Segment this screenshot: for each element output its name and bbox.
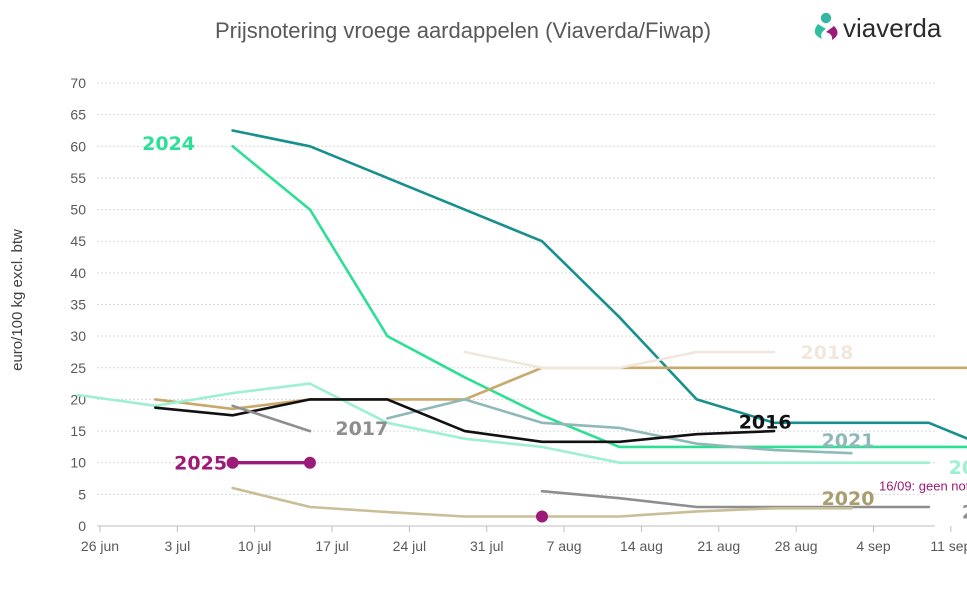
- x-tick-labels: 26 jun 3 jul 10 jul 17 jul 24 jul 31 jul 7 aug…: [81, 526, 967, 554]
- x-tick-label: 14 aug: [620, 538, 663, 554]
- y-tick-label: 0: [78, 518, 86, 534]
- x-tick-label: 17 jul: [315, 538, 348, 554]
- x-tick-label: 21 aug: [697, 538, 740, 554]
- y-tick-label: 45: [70, 233, 86, 249]
- viaverda-logo: viaverda: [814, 12, 942, 43]
- y-tick-label: 10: [70, 455, 86, 471]
- data-point-s2025b: [536, 510, 548, 523]
- x-tick-label: 3 jul: [165, 538, 191, 554]
- x-tick-label: 10 jul: [238, 538, 271, 554]
- series-line-s2023: [231, 129, 967, 440]
- series-label-2019: 2019: [949, 457, 967, 479]
- series-line-s2018: [463, 350, 776, 370]
- y-tick-label: 55: [70, 170, 86, 186]
- series-label-2021: 2021: [822, 430, 875, 452]
- series-line-s2017a: [231, 404, 312, 433]
- x-tick-label: 7 aug: [547, 538, 582, 554]
- y-tick-label: 5: [78, 486, 86, 502]
- viaverda-logo-icon: [814, 12, 838, 40]
- y-tick-label: 25: [70, 360, 86, 376]
- x-tick-label: 28 aug: [775, 538, 818, 554]
- y-axis-label: euro/100 kg excl. btw: [9, 229, 26, 371]
- x-tick-label: 24 jul: [393, 538, 426, 554]
- y-tick-label: 35: [70, 297, 86, 313]
- data-point-s2025: [303, 456, 316, 469]
- series-line-s2016: [154, 398, 776, 444]
- series-lines: [76, 129, 967, 523]
- y-tick-label: 40: [70, 265, 86, 281]
- series-label-2024: 2024: [142, 133, 195, 155]
- series-label-2018: 2018: [801, 342, 854, 364]
- x-tick-label: 31 jul: [470, 538, 503, 554]
- x-tick-label: 11 sep: [930, 538, 967, 554]
- series-label-2020: 2020: [822, 488, 875, 510]
- series-line-s2024: [231, 145, 967, 449]
- y-tick-label: 30: [70, 328, 86, 344]
- series-label-2025: 2025: [174, 453, 227, 475]
- x-tick-label: 4 sep: [856, 538, 890, 554]
- y-tick-label: 50: [70, 202, 86, 218]
- chart-title: Prijsnotering vroege aardappelen (Viaver…: [215, 18, 711, 43]
- series-line-s2019: [76, 382, 931, 464]
- y-tick-label: 15: [70, 423, 86, 439]
- data-point-s2025: [226, 456, 239, 469]
- y-tick-label: 60: [70, 138, 86, 154]
- series-label-2017: 2017: [335, 418, 388, 440]
- x-tick-label: 26 jun: [81, 538, 119, 554]
- series-line-s2021: [386, 398, 853, 455]
- series-label-2016: 2016: [739, 412, 792, 434]
- annotations: 16/09: geen notering: [879, 479, 967, 494]
- annotation-note: 16/09: geen notering: [879, 479, 967, 494]
- y-tick-label: 65: [70, 107, 86, 123]
- y-tick-label: 70: [70, 75, 86, 91]
- series-label-2017: 2017: [962, 501, 967, 523]
- series-line-s2017b: [540, 489, 931, 509]
- viaverda-logo-text: viaverda: [843, 13, 942, 43]
- series-labels: 2024202520172018202220162021202420192023…: [142, 133, 967, 523]
